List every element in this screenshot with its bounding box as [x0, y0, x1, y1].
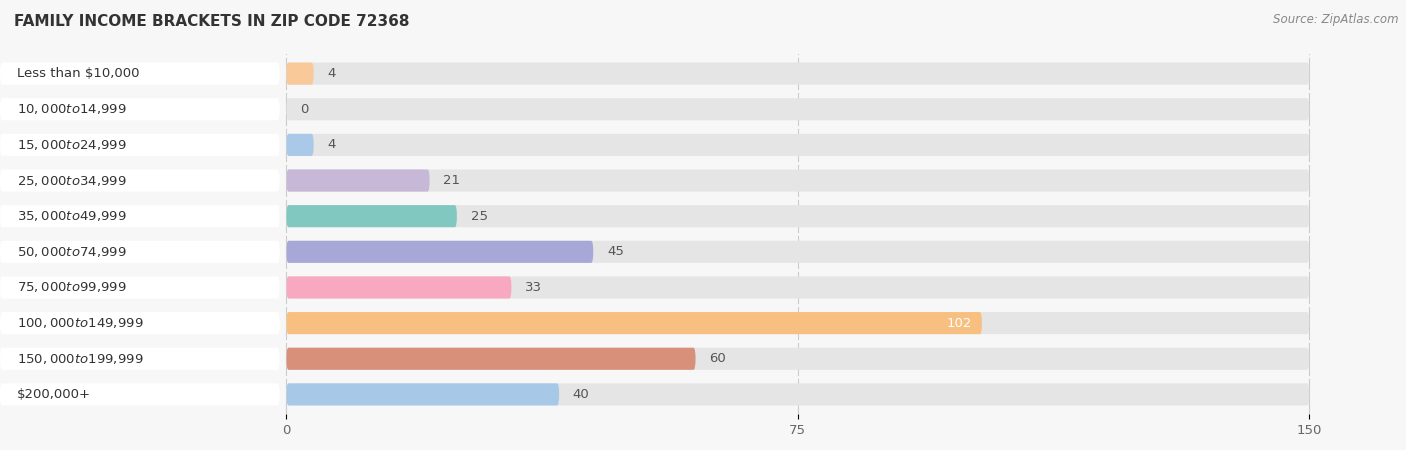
- FancyBboxPatch shape: [287, 170, 1309, 192]
- Text: 25: 25: [471, 210, 488, 223]
- Text: $150,000 to $199,999: $150,000 to $199,999: [17, 352, 143, 366]
- Text: 60: 60: [709, 352, 725, 365]
- Text: $10,000 to $14,999: $10,000 to $14,999: [17, 102, 127, 116]
- FancyBboxPatch shape: [287, 98, 1309, 120]
- Text: $200,000+: $200,000+: [17, 388, 91, 401]
- FancyBboxPatch shape: [287, 63, 1309, 85]
- FancyBboxPatch shape: [287, 312, 1309, 334]
- FancyBboxPatch shape: [0, 205, 280, 227]
- Text: 4: 4: [328, 139, 336, 151]
- FancyBboxPatch shape: [287, 348, 1309, 370]
- Text: FAMILY INCOME BRACKETS IN ZIP CODE 72368: FAMILY INCOME BRACKETS IN ZIP CODE 72368: [14, 14, 409, 28]
- FancyBboxPatch shape: [0, 241, 280, 263]
- FancyBboxPatch shape: [287, 63, 314, 85]
- FancyBboxPatch shape: [0, 312, 280, 334]
- FancyBboxPatch shape: [0, 134, 280, 156]
- FancyBboxPatch shape: [287, 205, 1309, 227]
- Text: Less than $10,000: Less than $10,000: [17, 67, 139, 80]
- FancyBboxPatch shape: [287, 383, 560, 405]
- Text: $50,000 to $74,999: $50,000 to $74,999: [17, 245, 127, 259]
- FancyBboxPatch shape: [287, 276, 512, 298]
- FancyBboxPatch shape: [0, 63, 280, 85]
- FancyBboxPatch shape: [287, 276, 1309, 298]
- Text: 4: 4: [328, 67, 336, 80]
- FancyBboxPatch shape: [287, 241, 1309, 263]
- FancyBboxPatch shape: [287, 205, 457, 227]
- Text: $25,000 to $34,999: $25,000 to $34,999: [17, 174, 127, 188]
- Text: $100,000 to $149,999: $100,000 to $149,999: [17, 316, 143, 330]
- Text: 45: 45: [607, 245, 624, 258]
- FancyBboxPatch shape: [287, 312, 981, 334]
- Text: 0: 0: [299, 103, 308, 116]
- FancyBboxPatch shape: [287, 383, 1309, 405]
- FancyBboxPatch shape: [287, 170, 430, 192]
- FancyBboxPatch shape: [0, 98, 280, 120]
- FancyBboxPatch shape: [0, 383, 280, 405]
- FancyBboxPatch shape: [287, 134, 1309, 156]
- Text: $15,000 to $24,999: $15,000 to $24,999: [17, 138, 127, 152]
- Text: $75,000 to $99,999: $75,000 to $99,999: [17, 280, 127, 294]
- Text: 21: 21: [443, 174, 460, 187]
- Text: Source: ZipAtlas.com: Source: ZipAtlas.com: [1274, 14, 1399, 27]
- Text: 40: 40: [572, 388, 589, 401]
- FancyBboxPatch shape: [287, 348, 696, 370]
- FancyBboxPatch shape: [287, 134, 314, 156]
- Text: 33: 33: [524, 281, 543, 294]
- FancyBboxPatch shape: [0, 348, 280, 370]
- FancyBboxPatch shape: [0, 170, 280, 192]
- Text: 102: 102: [946, 317, 972, 329]
- FancyBboxPatch shape: [0, 276, 280, 298]
- Text: $35,000 to $49,999: $35,000 to $49,999: [17, 209, 127, 223]
- FancyBboxPatch shape: [287, 241, 593, 263]
